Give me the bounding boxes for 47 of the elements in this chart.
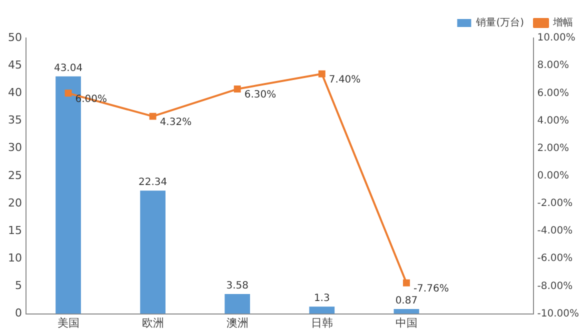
legend-label: 增幅 [552, 16, 573, 29]
y-tick-label: 20 [8, 196, 22, 210]
y-tick-label: 10 [8, 252, 22, 264]
y2-tick-label: -6.00% [537, 253, 573, 264]
y-tick-label: 25 [8, 168, 22, 182]
y2-tick-label: 6.00% [537, 88, 570, 99]
bar [224, 294, 250, 314]
x-tick-label: 澳洲 [226, 316, 248, 330]
y2-tick-label: -10.00% [537, 308, 580, 320]
y2-tick-label: 8.00% [537, 60, 570, 72]
y-tick-label: 0 [14, 306, 22, 320]
y2-tick-label: -2.00% [537, 198, 573, 210]
y2-tick-label: 4.00% [537, 115, 570, 126]
y-tick-label: 30 [8, 141, 22, 154]
y-tick-label: 5 [14, 279, 22, 292]
data-label: 4.32% [160, 116, 192, 128]
point [318, 70, 326, 78]
data-label: -7.76% [413, 284, 449, 295]
data-label: 7.40% [328, 74, 361, 86]
point [64, 90, 72, 97]
bar [140, 190, 166, 314]
y2-tick-label: -4.00% [537, 226, 573, 237]
data-label: 43.04 [54, 62, 83, 74]
y2-tick-label: -8.00% [537, 280, 573, 292]
x-tick-label: 中国 [395, 316, 418, 330]
y-tick-label: 40 [8, 86, 22, 100]
data-label: 22.34 [138, 177, 168, 188]
bar [309, 306, 335, 314]
y-tick-label: 45 [8, 58, 22, 72]
y2-tick-label: 10.00% [537, 32, 576, 44]
y-tick-label: 50 [8, 30, 22, 44]
bar [394, 309, 420, 314]
data-label: 6.30% [244, 90, 276, 101]
data-label: 0.87 [395, 296, 418, 307]
point [402, 279, 410, 286]
point [149, 112, 156, 120]
data-label: 1.3 [314, 293, 330, 304]
y-tick-label: 35 [8, 114, 22, 127]
x-tick-label: 美国 [57, 316, 80, 330]
y2-tick-label: 2.00% [537, 142, 570, 154]
legend-label: 销量(万台) [475, 16, 524, 29]
x-tick-label: 日韩 [310, 316, 333, 330]
y-tick-label: 15 [8, 224, 22, 237]
x-tick-label: 欧洲 [142, 316, 164, 330]
y2-tick-label: 0.00% [537, 170, 570, 182]
point [234, 86, 241, 92]
data-label: 3.58 [226, 280, 248, 292]
